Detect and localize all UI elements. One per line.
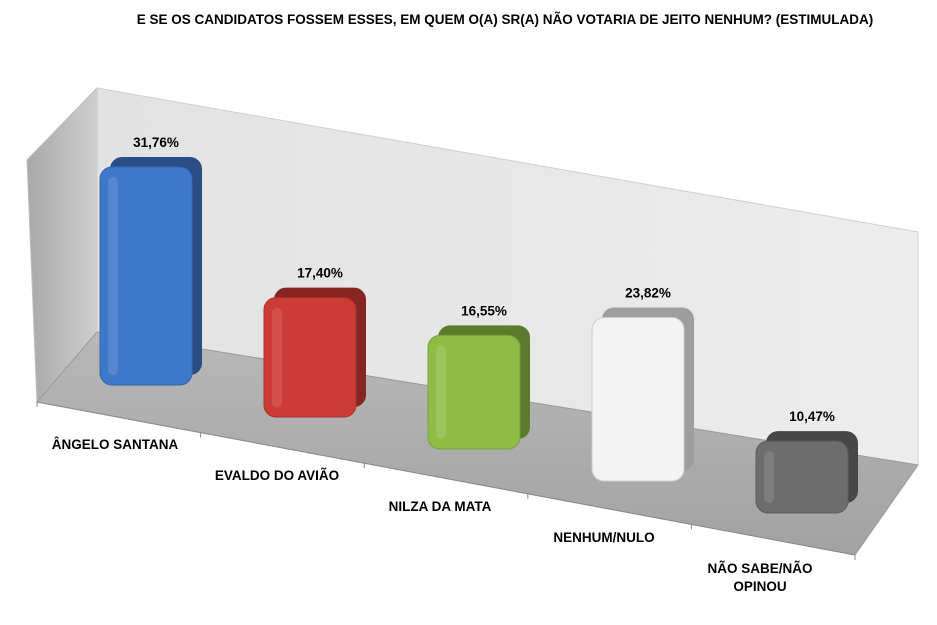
bar — [591, 307, 694, 482]
category-label: NENHUM/NULO — [553, 530, 654, 545]
bar-front-face — [263, 297, 357, 418]
bar-front-face — [755, 440, 849, 514]
bar-highlight — [600, 327, 610, 471]
data-label: 17,40% — [297, 266, 343, 281]
bar-front-face — [591, 317, 685, 482]
bar-front-face — [99, 166, 193, 386]
chart-title: E SE OS CANDIDATOS FOSSEM ESSES, EM QUEM… — [136, 12, 874, 27]
bar-highlight — [272, 307, 282, 407]
bar — [755, 431, 858, 514]
bar-front-face — [427, 334, 521, 450]
bar — [263, 287, 366, 418]
bar-highlight — [764, 451, 774, 503]
category-label: EVALDO DO AVIÃO — [215, 468, 339, 483]
category-label: NILZA DA MATA — [389, 499, 492, 514]
category-label: ÂNGELO SANTANA — [52, 437, 179, 452]
data-label: 31,76% — [133, 135, 179, 150]
bar-highlight — [436, 345, 446, 439]
bar — [427, 325, 530, 450]
labels-group: 31,76% 17,40% 16,55% 23,82% 10,47% ÂNGELO SAN… — [52, 135, 835, 594]
bar — [99, 157, 202, 386]
data-label: 23,82% — [625, 286, 671, 301]
data-label: 10,47% — [789, 409, 835, 424]
category-label: NÃO SABE/NÃO OPINOU — [707, 561, 812, 594]
bars-group — [99, 157, 858, 514]
bar-highlight — [108, 177, 118, 375]
x-axis-line — [36, 401, 856, 556]
data-label: 16,55% — [461, 303, 507, 318]
